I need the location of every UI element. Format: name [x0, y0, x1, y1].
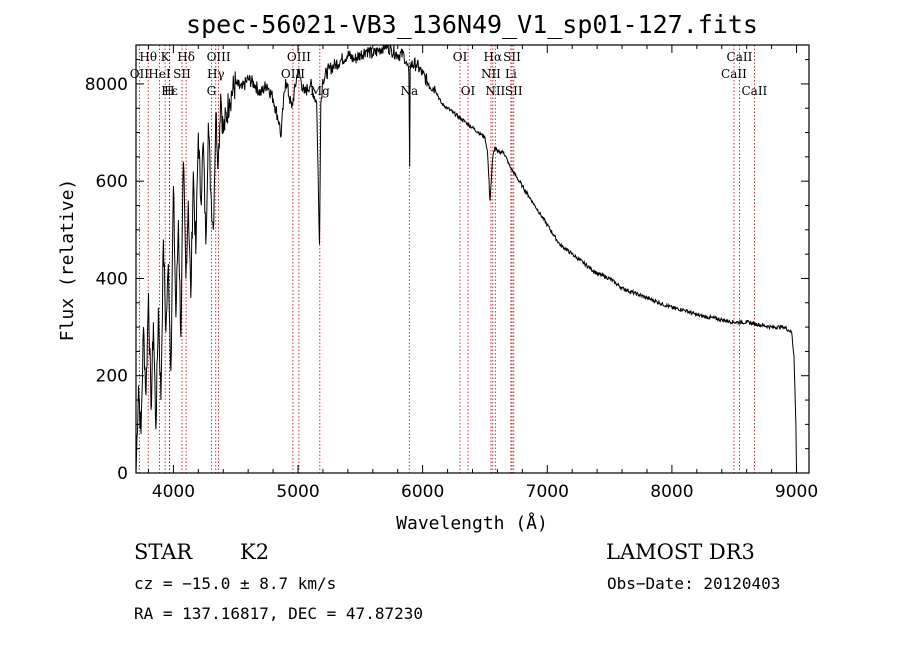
- y-tick-label: 0: [117, 464, 128, 484]
- x-tick-label: 5000: [276, 482, 319, 502]
- y-axis-ticks: 0 200 400 600 8000: [85, 59, 809, 484]
- line-marker-label: Hγ: [207, 67, 225, 81]
- flux-series-line: [135, 43, 797, 474]
- x-tick-label: 7000: [526, 482, 569, 502]
- line-marker-label: CaII: [721, 67, 747, 81]
- line-marker-label: SII: [505, 84, 523, 98]
- line-marker-label: H: [164, 84, 174, 98]
- x-axis-ticks: 4000 5000 6000 7000 8000 9000: [147, 45, 818, 502]
- y-axis-label: Flux (relative): [57, 179, 78, 342]
- redshift-readout: cz = −15.0 ± 8.7 km/s: [134, 574, 336, 593]
- line-marker-label: Hδ: [177, 50, 195, 64]
- line-marker-label: Mg: [310, 84, 330, 98]
- x-tick-label: 8000: [650, 482, 693, 502]
- line-marker-label: SII: [173, 67, 191, 81]
- y-tick-label: 400: [96, 269, 128, 289]
- line-marker-label: OI: [461, 84, 476, 98]
- line-marker-label: OIII: [207, 50, 231, 64]
- x-tick-label: 4000: [152, 482, 195, 502]
- line-marker-label: Hα: [484, 50, 503, 64]
- obs-date: Obs−Date: 20120403: [607, 574, 780, 593]
- line-marker-label: OIII: [281, 67, 305, 81]
- line-marker-label: SII: [503, 50, 521, 64]
- line-marker-label: NII: [481, 67, 501, 81]
- line-marker-label: NII: [485, 84, 505, 98]
- x-axis-label: Wavelength (Å): [396, 512, 548, 534]
- x-tick-label: 6000: [401, 482, 444, 502]
- x-tick-label: 9000: [775, 482, 818, 502]
- line-marker-label: Hθ: [139, 50, 157, 64]
- y-tick-label: 8000: [85, 75, 128, 95]
- survey-name: LAMOST DR3: [606, 540, 755, 564]
- line-marker-label: OII: [130, 67, 150, 81]
- line-marker-label: HeI: [148, 67, 171, 81]
- y-tick-label: 200: [96, 367, 128, 387]
- line-marker-label: G: [207, 84, 217, 98]
- line-marker-label: OIII: [287, 50, 311, 64]
- coordinates: RA = 137.16817, DEC = 47.87230: [134, 604, 423, 623]
- subclass: K2: [240, 540, 269, 564]
- plot-frame: [135, 44, 810, 474]
- line-marker-label: OI: [453, 50, 468, 64]
- line-marker-label: CaII: [741, 84, 767, 98]
- line-marker-label: K: [161, 50, 171, 64]
- y-tick-label: 600: [96, 172, 128, 192]
- chart-title: spec-56021-VB3_136N49_V1_sp01-127.fits: [186, 10, 758, 39]
- line-marker-label: Li: [505, 67, 517, 81]
- line-marker-label: CaII: [727, 50, 753, 64]
- object-class: STAR: [134, 540, 193, 564]
